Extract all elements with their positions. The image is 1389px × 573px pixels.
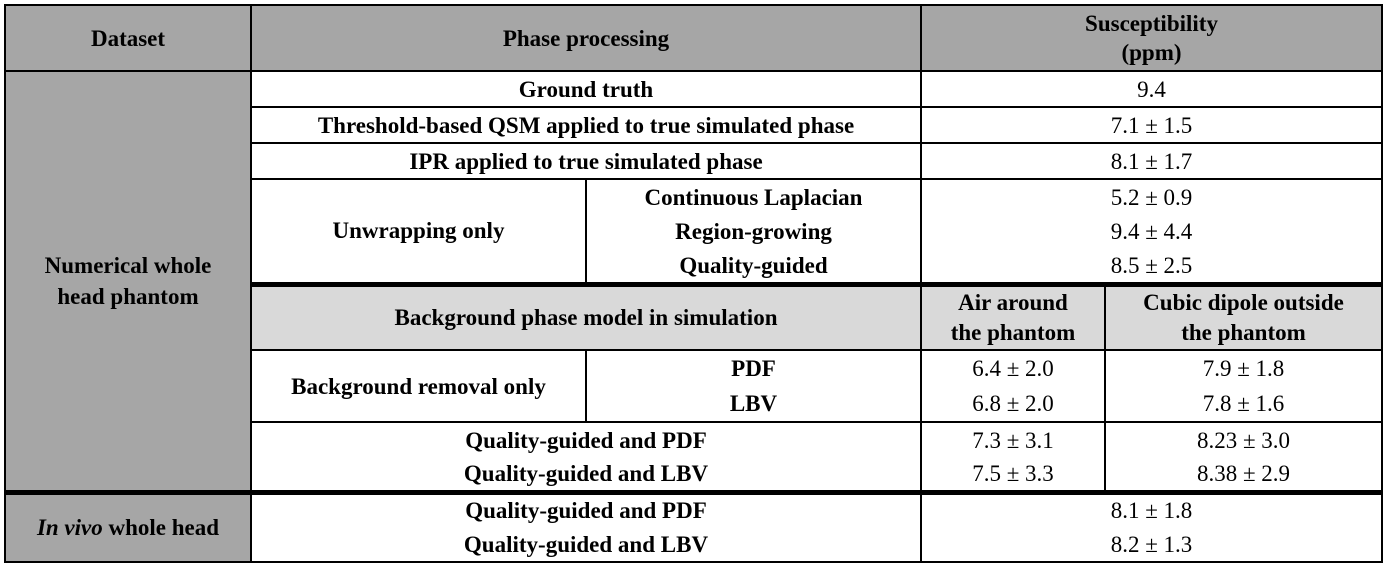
row-background-removal-1: Background removal only PDF 6.4 ± 2.0 7.…	[5, 349, 1383, 423]
invivo-value: 8.1 ± 1.8	[920, 489, 1383, 527]
row-ground-truth: Numerical whole head phantom Ground trut…	[4, 70, 1383, 493]
background-removal-air-value: 6.8 ± 2.0	[920, 386, 1106, 423]
threshold-qsm-value: 7.1 ± 1.5	[920, 106, 1383, 144]
unwrapping-method: Region-growing	[585, 214, 922, 249]
background-model-air: Air around the phantom	[920, 281, 1106, 351]
ipr-value: 8.1 ± 1.7	[920, 142, 1383, 180]
combined-air-value: 7.5 ± 3.3	[920, 457, 1106, 493]
ground-truth-value: 9.4	[920, 70, 1383, 108]
cubic-header-line2: the phantom	[1181, 319, 1306, 345]
combined-cubic-value: 8.23 ± 3.0	[1104, 421, 1383, 457]
combined-cubic-value: 8.38 ± 2.9	[1104, 457, 1383, 493]
background-removal-cubic-value: 7.8 ± 1.6	[1104, 386, 1383, 423]
invivo-method: Quality-guided and LBV	[250, 527, 922, 563]
row-invivo-1: In vivo whole head Quality-guided and PD…	[4, 489, 1383, 563]
header-dataset: Dataset	[4, 4, 252, 72]
background-model-label: Background phase model in simulation	[250, 281, 922, 351]
header-susceptibility-line2: (ppm)	[1121, 40, 1182, 65]
row-unwrapping-3: Quality-guided 8.5 ± 2.5	[5, 249, 1383, 285]
air-header-line1: Air around	[958, 289, 1068, 315]
dataset-numerical-phantom: Numerical whole head phantom	[4, 70, 252, 493]
dataset-numerical-line1: Numerical whole	[44, 252, 212, 278]
header-row: Dataset Phase processing Susceptibility …	[4, 4, 1383, 72]
dataset-invivo-italic: In vivo	[36, 515, 103, 541]
dataset-invivo: In vivo whole head	[4, 489, 252, 563]
row-invivo-2: Quality-guided and LBV 8.2 ± 1.3	[5, 527, 1383, 563]
invivo-value: 8.2 ± 1.3	[920, 527, 1383, 563]
cubic-header-line1: Cubic dipole outside	[1143, 289, 1344, 315]
header-susceptibility-line1: Susceptibility	[1085, 11, 1218, 36]
row-background-removal-2: LBV 6.8 ± 2.0 7.8 ± 1.6	[5, 386, 1383, 423]
row-threshold-qsm: Threshold-based QSM applied to true simu…	[5, 106, 1383, 144]
background-removal-label: Background removal only	[250, 349, 587, 423]
air-header-line2: the phantom	[950, 319, 1076, 345]
results-table-container: Dataset Phase processing Susceptibility …	[4, 4, 1383, 563]
background-removal-air-value: 6.4 ± 2.0	[920, 349, 1106, 386]
unwrapping-value: 9.4 ± 4.4	[920, 214, 1383, 249]
threshold-qsm-label: Threshold-based QSM applied to true simu…	[250, 106, 922, 144]
header-phase-processing: Phase processing	[250, 4, 922, 72]
combined-method: Quality-guided and LBV	[250, 457, 922, 493]
ground-truth-label: Ground truth	[250, 70, 922, 108]
susceptibility-results-table: Dataset Phase processing Susceptibility …	[4, 4, 1383, 563]
row-combined-2: Quality-guided and LBV 7.5 ± 3.3 8.38 ± …	[5, 457, 1383, 493]
row-unwrapping-2: Region-growing 9.4 ± 4.4	[5, 214, 1383, 249]
row-background-model: Background phase model in simulation Air…	[5, 281, 1383, 351]
header-susceptibility: Susceptibility (ppm)	[920, 4, 1383, 72]
combined-method: Quality-guided and PDF	[250, 421, 922, 457]
background-removal-cubic-value: 7.9 ± 1.8	[1104, 349, 1383, 386]
background-removal-method: PDF	[585, 349, 922, 386]
unwrapping-value: 5.2 ± 0.9	[920, 178, 1383, 214]
row-ipr: IPR applied to true simulated phase 8.1 …	[5, 142, 1383, 180]
background-removal-method: LBV	[585, 386, 922, 423]
dataset-numerical-line2: head phantom	[57, 283, 199, 309]
row-combined-1: Quality-guided and PDF 7.3 ± 3.1 8.23 ± …	[5, 421, 1383, 457]
unwrapping-value: 8.5 ± 2.5	[920, 249, 1383, 285]
dataset-invivo-rest: whole head	[102, 515, 220, 541]
row-unwrapping-1: Unwrapping only Continuous Laplacian 5.2…	[5, 178, 1383, 285]
unwrapping-method: Quality-guided	[585, 249, 922, 285]
unwrapping-method: Continuous Laplacian	[585, 178, 922, 214]
invivo-method: Quality-guided and PDF	[250, 489, 922, 527]
ipr-label: IPR applied to true simulated phase	[250, 142, 922, 180]
background-model-cubic: Cubic dipole outside the phantom	[1104, 281, 1383, 351]
combined-air-value: 7.3 ± 3.1	[920, 421, 1106, 457]
unwrapping-label: Unwrapping only	[250, 178, 587, 285]
